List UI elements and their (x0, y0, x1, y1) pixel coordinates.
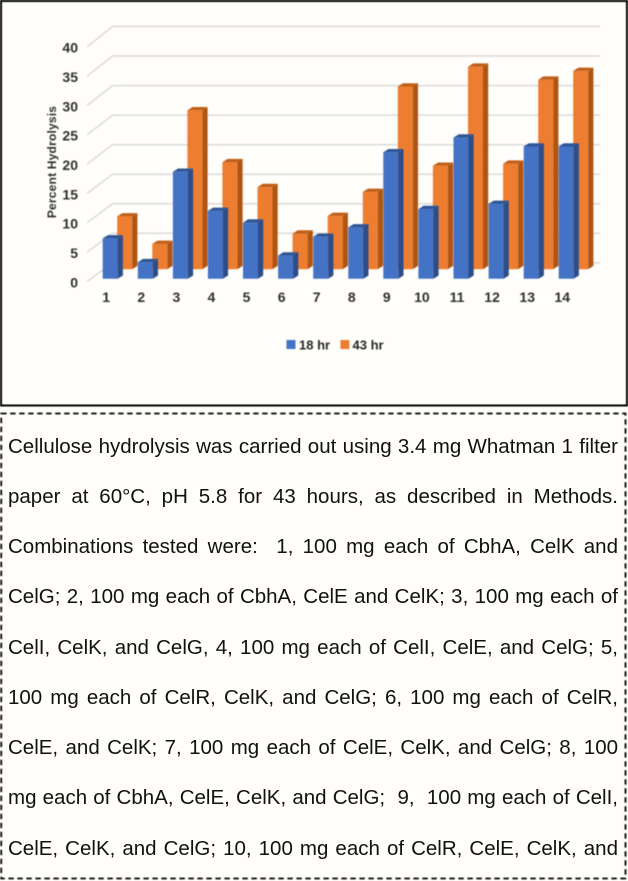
svg-text:12: 12 (484, 289, 500, 305)
svg-text:6: 6 (278, 289, 286, 305)
svg-text:1: 1 (102, 289, 110, 305)
svg-text:8: 8 (348, 289, 356, 305)
svg-text:5: 5 (243, 289, 251, 305)
svg-text:40: 40 (62, 40, 78, 56)
svg-text:11: 11 (450, 289, 465, 305)
svg-text:4: 4 (208, 289, 216, 305)
svg-text:15: 15 (62, 186, 78, 202)
svg-text:2: 2 (137, 289, 145, 305)
svg-text:9: 9 (383, 289, 391, 305)
svg-text:5: 5 (70, 245, 78, 261)
svg-text:30: 30 (62, 98, 78, 114)
svg-text:14: 14 (554, 289, 570, 305)
svg-text:18 hr: 18 hr (299, 338, 330, 353)
svg-text:7: 7 (313, 289, 321, 305)
svg-text:35: 35 (62, 69, 78, 85)
svg-text:10: 10 (62, 216, 78, 232)
svg-text:0: 0 (70, 274, 78, 290)
svg-text:20: 20 (62, 157, 78, 173)
svg-text:13: 13 (519, 289, 535, 305)
svg-text:25: 25 (62, 128, 78, 144)
svg-text:43 hr: 43 hr (353, 338, 384, 353)
svg-text:3: 3 (173, 289, 181, 305)
svg-text:10: 10 (414, 289, 430, 305)
svg-text:Percent Hydrolysis: Percent Hydrolysis (45, 106, 59, 218)
